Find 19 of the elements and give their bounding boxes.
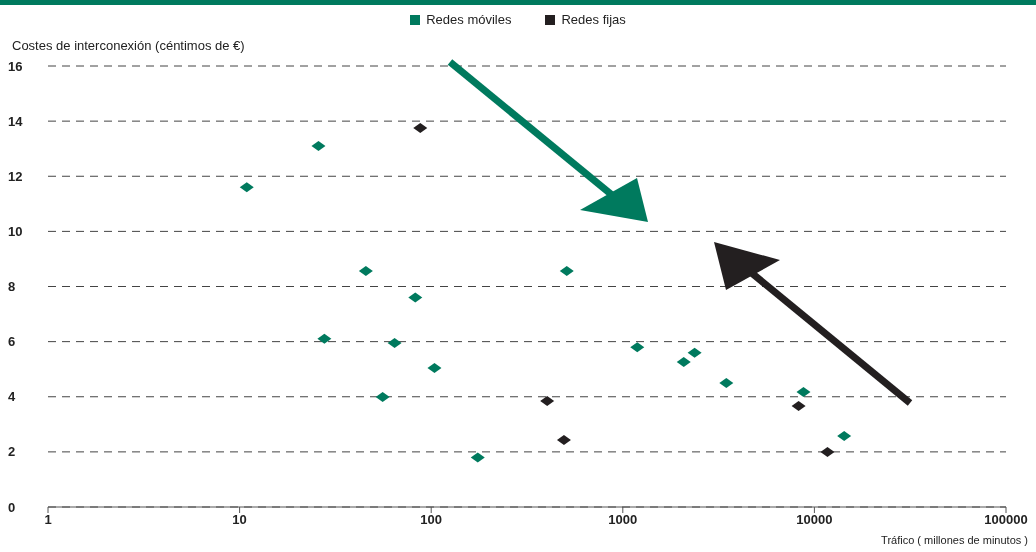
legend-label: Redes móviles [426,12,512,27]
y-tick-label: 12 [8,168,23,184]
x-axis-title: Tráfico ( millones de minutos ) [881,534,1028,546]
y-tick-label: 8 [8,279,16,295]
y-tick-label: 14 [8,113,24,129]
x-tick-label: 10 [232,512,247,528]
x-tick-label: 10000 [796,512,833,528]
x-tick-label: 1 [44,512,52,528]
y-tick-label: 16 [8,58,23,74]
y-axis-title: Costes de interconexión (céntimos de €) [12,38,245,53]
x-tick-label: 100 [420,512,443,528]
y-tick-label: 4 [8,389,16,405]
legend-label: Redes fijas [561,12,626,27]
x-tick-label: 1000 [608,512,638,528]
y-tick-label: 6 [8,334,16,350]
y-tick-label: 0 [8,499,16,515]
y-tick-label: 2 [8,444,16,460]
x-tick-label: 100000 [984,512,1028,528]
y-tick-label: 10 [8,223,23,239]
